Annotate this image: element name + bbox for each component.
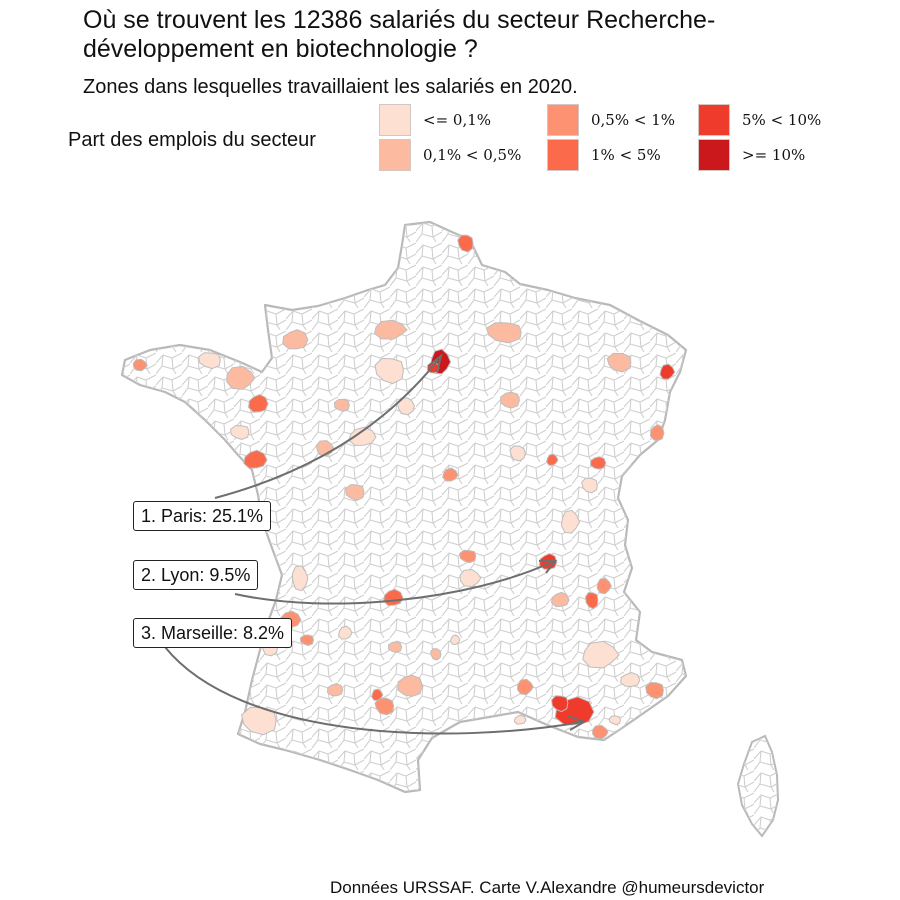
zone-area (374, 357, 405, 385)
legend-swatch-2 (379, 139, 411, 171)
zone-area (248, 393, 269, 413)
legend-item-6: >= 10% (698, 138, 805, 172)
zone-area (282, 329, 309, 350)
legend-swatch-5 (698, 104, 730, 136)
zone-area (590, 456, 607, 470)
zone-area (606, 352, 632, 373)
legend-label-1: <= 0,1% (423, 111, 492, 129)
zone-area (198, 352, 221, 370)
employment-zones (132, 234, 676, 740)
legend-item-3: 0,5% < 1% (547, 103, 675, 137)
map-title: Où se trouvent les 12386 salariés du sec… (83, 6, 716, 63)
zone-area (457, 234, 474, 253)
zone-area (132, 358, 148, 372)
zone-area (550, 591, 570, 608)
arrow-paris-head (427, 353, 443, 373)
corsica-zone-borders (738, 736, 778, 836)
zone-area (371, 688, 384, 701)
legend-swatch-4 (547, 139, 579, 171)
zone-area (596, 577, 612, 595)
zone-area (243, 449, 268, 469)
zone-area (459, 549, 477, 564)
map-caption: Données URSSAF. Carte V.Alexandre @humeu… (330, 878, 765, 897)
arrow-paris (214, 359, 439, 499)
zone-area (546, 453, 559, 466)
zone-area (551, 695, 569, 713)
arrow-marseille-head (567, 715, 587, 731)
zone-area (430, 648, 442, 661)
arrow-lyon-head (539, 560, 557, 574)
zone-area (442, 467, 459, 482)
legend-title: Part des emplois du secteur (68, 129, 316, 151)
zone-area (485, 322, 522, 344)
zone-area (338, 625, 353, 640)
legend-item-1: <= 0,1% (379, 103, 491, 137)
map-subtitle: Zones dans lesquelles travaillaient les … (83, 76, 578, 98)
zone-area (582, 640, 620, 669)
zone-area (396, 397, 415, 416)
callout-arrows (164, 353, 587, 735)
zone-area (649, 424, 665, 442)
zone-area (659, 363, 676, 380)
arrow-marseille (164, 646, 583, 735)
zone-area (291, 565, 309, 592)
zone-area (509, 445, 526, 462)
legend-item-4: 1% < 5% (547, 138, 661, 172)
zone-area (608, 715, 621, 726)
zone-area (348, 426, 377, 446)
legend-swatch-3 (547, 104, 579, 136)
zone-area (459, 568, 482, 588)
legend-label-6: >= 10% (742, 146, 806, 164)
legend-item-5: 5% < 10% (698, 103, 821, 137)
zone-area (592, 724, 609, 740)
arrow-lyon (234, 561, 553, 605)
zone-area (620, 671, 641, 688)
legend-item-2: 0,1% < 0,5% (379, 138, 521, 172)
legend-label-3: 0,5% < 1% (591, 111, 676, 129)
zone-area (387, 641, 403, 653)
zone-area (397, 674, 424, 697)
legend-label-5: 5% < 10% (742, 111, 822, 129)
callout-paris: 1. Paris: 25.1% (133, 501, 272, 531)
zone-area (345, 484, 365, 501)
zone-area (374, 319, 408, 340)
callout-lyon: 2. Lyon: 9.5% (133, 560, 259, 590)
legend-swatch-1 (379, 104, 411, 136)
zone-area (645, 681, 664, 700)
callout-marseille: 3. Marseille: 8.2% (133, 618, 293, 648)
zone-area (333, 398, 350, 412)
zone-area (513, 714, 527, 725)
zone-area (560, 509, 581, 534)
legend-label-4: 1% < 5% (591, 146, 661, 164)
zone-area (581, 477, 598, 494)
legend-swatch-6 (698, 139, 730, 171)
zone-area (299, 634, 315, 647)
zone-area (500, 391, 521, 409)
zone-area (226, 365, 256, 390)
zone-area (516, 678, 534, 696)
zone-area (230, 425, 250, 441)
zone-area (449, 634, 461, 645)
zone-area (584, 591, 599, 610)
zone-area (326, 683, 344, 697)
legend-label-2: 0,1% < 0,5% (423, 146, 522, 164)
zone-area (374, 697, 395, 716)
